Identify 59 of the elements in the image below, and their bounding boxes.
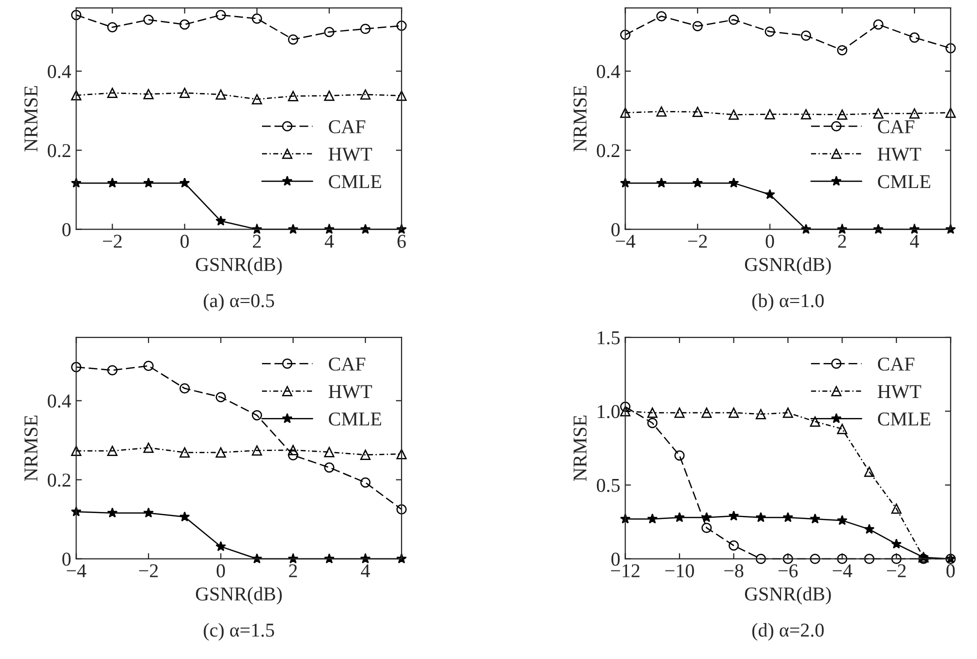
x-tick-label: −2 xyxy=(887,564,906,578)
x-tick-label: 0 xyxy=(216,564,225,578)
legend-label: HWT xyxy=(878,148,922,161)
legend-label: CAF xyxy=(878,358,914,371)
x-tick-label: 2 xyxy=(289,564,297,578)
legend-label: CMLE xyxy=(328,412,382,426)
x-tick-label: −2 xyxy=(139,564,158,578)
y-tick-label: 0.4 xyxy=(596,64,620,78)
y-tick-label: 0 xyxy=(611,552,620,566)
legend-label: HWT xyxy=(328,385,372,398)
legend-label: HWT xyxy=(328,148,372,161)
x-tick-label: 4 xyxy=(910,234,920,248)
legend-label: CMLE xyxy=(328,175,382,188)
y-axis-title: NRMSE xyxy=(574,416,587,482)
x-tick-label: 2 xyxy=(252,234,261,248)
legend-label: CAF xyxy=(328,120,366,134)
y-tick-label: 0.2 xyxy=(48,144,70,158)
x-tick-label: −2 xyxy=(688,234,707,248)
x-tick-label: 2 xyxy=(838,234,846,248)
x-tick-label: −8 xyxy=(724,564,744,578)
x-tick-label: −4 xyxy=(616,234,636,248)
y-tick-label: 0 xyxy=(62,223,71,236)
y-tick-label: 0.4 xyxy=(48,394,72,408)
y-tick-label: 0.2 xyxy=(596,144,620,158)
x-tick-label: −12 xyxy=(611,564,640,578)
text: (d) α=2.0 xyxy=(752,623,824,641)
x-tick-label: −4 xyxy=(832,564,852,578)
x-tick-label: −10 xyxy=(665,564,694,578)
x-tick-label: 0 xyxy=(946,564,955,578)
x-tick-label: 6 xyxy=(398,234,406,248)
x-tick-label: −6 xyxy=(778,564,798,578)
y-axis-title: NRMSE xyxy=(24,416,38,482)
x-tick-label: 0 xyxy=(766,234,774,248)
x-tick-label: 4 xyxy=(360,564,370,578)
x-axis-title: GSNR(dB) xyxy=(196,586,282,605)
y-tick-label: 1.0 xyxy=(598,405,620,418)
y-tick-label: 0.2 xyxy=(48,474,70,487)
legend-label: CMLE xyxy=(878,412,930,426)
y-tick-label: 0.5 xyxy=(596,478,620,492)
y-tick-label: 0 xyxy=(62,552,71,566)
text: (b) α=1.0 xyxy=(752,294,824,312)
x-tick-label: −2 xyxy=(102,234,122,248)
legend-label: CAF xyxy=(328,358,366,371)
y-tick-label: 0.4 xyxy=(48,64,72,78)
x-tick-label: 0 xyxy=(180,234,189,248)
legend-label: HWT xyxy=(878,385,922,398)
x-tick-label: −4 xyxy=(66,564,86,578)
x-axis-title: GSNR(dB) xyxy=(744,257,831,276)
y-tick-label: 0 xyxy=(611,223,620,236)
y-tick-label: 1.5 xyxy=(598,331,620,344)
legend-label: CAF xyxy=(878,120,914,134)
text: (a) α=0.5 xyxy=(204,294,274,312)
x-tick-label: 4 xyxy=(324,234,334,248)
x-axis-title: GSNR(dB) xyxy=(744,586,831,605)
text: (c) α=1.5 xyxy=(204,623,274,641)
x-axis-title: GSNR(dB) xyxy=(196,257,282,276)
y-axis-title: NRMSE xyxy=(574,86,587,152)
y-axis-title: NRMSE xyxy=(24,86,38,152)
legend-label: CMLE xyxy=(878,175,930,188)
